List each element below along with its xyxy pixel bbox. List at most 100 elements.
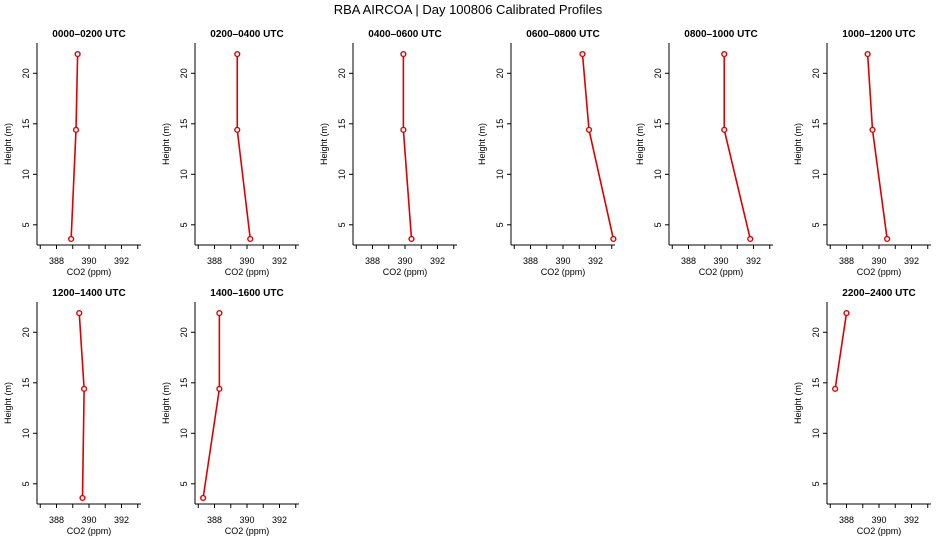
y-tick-label: 10 bbox=[179, 428, 189, 438]
y-tick-label: 20 bbox=[653, 68, 663, 78]
series-line bbox=[402, 54, 413, 239]
y-tick-label: 15 bbox=[179, 119, 189, 129]
series-line bbox=[202, 313, 221, 499]
data-point bbox=[864, 51, 871, 58]
data-point bbox=[869, 126, 876, 133]
panel-5: 1000–1200 UTC 388 390 392 5 10 15 20 CO2 (ppm) He… bbox=[793, 29, 931, 277]
x-tick-label: 392 bbox=[430, 256, 445, 266]
panel-title: 0000–0200 UTC bbox=[52, 29, 125, 40]
y-tick-label: 5 bbox=[21, 481, 31, 486]
data-point bbox=[585, 126, 593, 133]
y-tick-label: 5 bbox=[21, 222, 31, 227]
x-axis-label: CO2 (ppm) bbox=[225, 526, 270, 536]
y-tick-label: 15 bbox=[21, 378, 31, 388]
y-tick-label: 5 bbox=[653, 222, 663, 227]
x-tick-label: 388 bbox=[681, 256, 696, 266]
y-axis-label: Height (m) bbox=[319, 123, 329, 165]
x-tick-label: 392 bbox=[746, 256, 761, 266]
data-point bbox=[408, 235, 415, 243]
y-tick-label: 5 bbox=[811, 222, 821, 227]
x-tick-label: 388 bbox=[839, 515, 854, 525]
x-tick-label: 392 bbox=[114, 256, 129, 266]
panel-1: 0200–0400 UTC 388 390 392 5 10 15 20 CO2 (ppm) He… bbox=[161, 29, 299, 277]
y-axis-label: Height (m) bbox=[477, 123, 487, 165]
y-tick-label: 5 bbox=[337, 222, 347, 227]
x-tick-label: 388 bbox=[49, 256, 64, 266]
series-line bbox=[78, 313, 85, 498]
data-point bbox=[400, 51, 407, 58]
y-axis-label: Height (m) bbox=[793, 382, 803, 424]
y-axis-label: Height (m) bbox=[161, 382, 171, 424]
data-point bbox=[68, 235, 75, 243]
y-tick-label: 15 bbox=[337, 119, 347, 129]
x-tick-label: 390 bbox=[239, 256, 254, 266]
data-point bbox=[832, 385, 839, 392]
panel-title: 1200–1400 UTC bbox=[52, 288, 125, 299]
data-point bbox=[74, 51, 81, 58]
y-axis-label: Height (m) bbox=[161, 123, 171, 165]
x-tick-label: 392 bbox=[588, 256, 603, 266]
y-tick-label: 15 bbox=[21, 119, 31, 129]
x-tick-label: 390 bbox=[713, 256, 728, 266]
x-axis-label: CO2 (ppm) bbox=[857, 267, 902, 277]
panel-title: 0800–1000 UTC bbox=[684, 29, 757, 40]
data-point bbox=[843, 310, 850, 317]
x-tick-label: 390 bbox=[81, 256, 96, 266]
x-tick-label: 390 bbox=[397, 256, 412, 266]
data-point bbox=[81, 385, 88, 392]
y-tick-label: 10 bbox=[653, 169, 663, 179]
y-tick-label: 10 bbox=[21, 169, 31, 179]
y-tick-label: 20 bbox=[811, 327, 821, 337]
data-point bbox=[200, 494, 207, 502]
y-tick-label: 20 bbox=[179, 68, 189, 78]
x-tick-label: 392 bbox=[272, 515, 287, 525]
series-line bbox=[581, 54, 615, 240]
y-tick-label: 5 bbox=[495, 222, 505, 227]
panel-4: 0800–1000 UTC 388 390 392 5 10 15 20 CO2 (ppm) He… bbox=[635, 29, 773, 277]
series-line bbox=[866, 54, 888, 240]
panel-7: 1400–1600 UTC 388 390 392 5 10 15 20 CO2 (ppm) He… bbox=[161, 288, 299, 536]
y-tick-label: 15 bbox=[179, 378, 189, 388]
x-tick-label: 392 bbox=[904, 515, 919, 525]
x-tick-label: 388 bbox=[839, 256, 854, 266]
x-tick-label: 388 bbox=[49, 515, 64, 525]
x-tick-label: 388 bbox=[207, 515, 222, 525]
data-point bbox=[747, 235, 754, 243]
series-line bbox=[723, 54, 752, 240]
data-point bbox=[721, 126, 728, 133]
y-tick-label: 10 bbox=[811, 169, 821, 179]
data-point bbox=[400, 126, 407, 133]
panel-6: 1200–1400 UTC 388 390 392 5 10 15 20 CO2 (ppm) He… bbox=[3, 288, 141, 536]
x-tick-label: 392 bbox=[272, 256, 287, 266]
x-tick-label: 392 bbox=[114, 515, 129, 525]
y-tick-label: 15 bbox=[811, 119, 821, 129]
y-tick-label: 20 bbox=[21, 68, 31, 78]
y-axis-label: Height (m) bbox=[3, 382, 13, 424]
figure-title: RBA AIRCOA | Day 100806 Calibrated Profi… bbox=[334, 2, 603, 17]
x-axis-label: CO2 (ppm) bbox=[383, 267, 428, 277]
y-axis-label: Height (m) bbox=[793, 123, 803, 165]
data-point bbox=[234, 126, 241, 133]
y-tick-label: 5 bbox=[811, 481, 821, 486]
y-tick-label: 15 bbox=[495, 119, 505, 129]
x-axis-label: CO2 (ppm) bbox=[857, 526, 902, 536]
y-tick-label: 20 bbox=[811, 68, 821, 78]
panel-title: 0400–0600 UTC bbox=[368, 29, 441, 40]
data-point bbox=[579, 51, 586, 58]
x-tick-label: 388 bbox=[207, 256, 222, 266]
data-point bbox=[216, 385, 223, 392]
x-tick-label: 390 bbox=[555, 256, 570, 266]
data-point bbox=[884, 235, 891, 243]
panel-title: 0200–0400 UTC bbox=[210, 29, 283, 40]
y-tick-label: 20 bbox=[179, 327, 189, 337]
panel-title: 2200–2400 UTC bbox=[842, 288, 915, 299]
y-tick-label: 10 bbox=[21, 428, 31, 438]
data-point bbox=[216, 310, 223, 317]
panel-title: 0600–0800 UTC bbox=[526, 29, 599, 40]
x-tick-label: 390 bbox=[239, 515, 254, 525]
panel-3: 0600–0800 UTC 388 390 392 5 10 15 20 CO2 (ppm) He… bbox=[477, 29, 617, 277]
x-axis-label: CO2 (ppm) bbox=[699, 267, 744, 277]
y-axis-label: Height (m) bbox=[635, 123, 645, 165]
x-axis-label: CO2 (ppm) bbox=[67, 267, 112, 277]
